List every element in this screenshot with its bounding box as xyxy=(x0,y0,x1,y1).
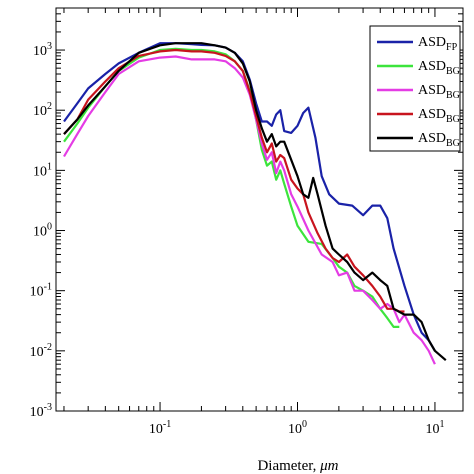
y-tick-label: 103 xyxy=(33,41,52,59)
y-tick-label: 100 xyxy=(33,222,52,240)
x-axis-title: Diameter, μm xyxy=(257,458,338,474)
x-tick-label: 10-1 xyxy=(149,419,171,437)
series-lines xyxy=(63,42,447,365)
x-tick-label: 101 xyxy=(425,419,444,437)
x-tick-labels: 10-1 100 101 xyxy=(149,419,445,437)
x-tick-label: 100 xyxy=(288,419,307,437)
y-tick-labels: 103 102 101 100 10-1 10-2 10-3 xyxy=(30,41,52,420)
y-tick-label: 10-2 xyxy=(30,342,52,360)
series-line-3 xyxy=(63,55,436,365)
legend-label-1: ASDFP xyxy=(418,35,458,53)
legend: ASDFP ASDBG ASDBG ASDBG ASDBG xyxy=(369,25,461,152)
legend-label-4: ASDBG xyxy=(418,107,460,125)
legend-label-3: ASDBG xyxy=(418,83,460,101)
y-tick-label: 102 xyxy=(33,101,52,119)
legend-label-5: ASDBG xyxy=(418,131,460,149)
series-line-5 xyxy=(63,42,447,362)
legend-label-2: ASDBG xyxy=(418,59,460,77)
series-line-2 xyxy=(63,47,400,328)
plot-frame xyxy=(55,7,464,412)
y-tick-label: 101 xyxy=(33,161,52,179)
series-line-4 xyxy=(63,48,405,313)
y-tick-label: 10-1 xyxy=(30,282,52,300)
legend-box xyxy=(369,25,461,152)
y-tick-label: 10-3 xyxy=(30,402,52,420)
